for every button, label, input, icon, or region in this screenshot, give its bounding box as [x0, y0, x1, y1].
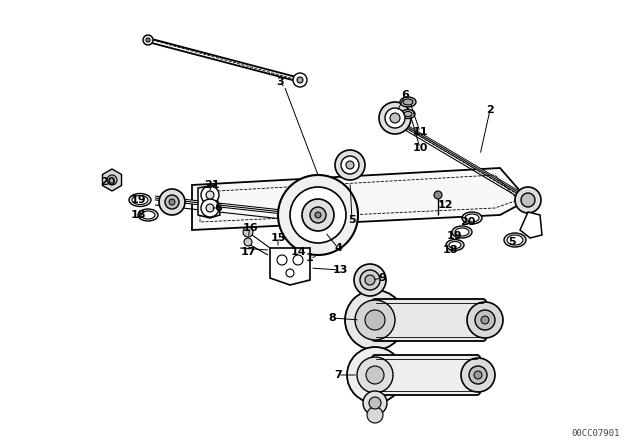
Text: 9: 9 [378, 273, 386, 283]
Ellipse shape [465, 214, 479, 222]
Text: 12: 12 [437, 200, 452, 210]
Text: 21: 21 [204, 180, 220, 190]
Circle shape [346, 161, 354, 169]
Circle shape [302, 199, 334, 231]
Circle shape [347, 347, 403, 403]
Text: 1: 1 [306, 253, 314, 263]
Text: 5: 5 [508, 237, 516, 247]
Circle shape [467, 302, 503, 338]
Circle shape [481, 316, 489, 324]
Circle shape [201, 186, 219, 204]
Ellipse shape [507, 235, 523, 245]
Circle shape [365, 310, 385, 330]
Text: 6: 6 [401, 90, 409, 100]
Circle shape [159, 189, 185, 215]
Circle shape [379, 102, 411, 134]
Ellipse shape [141, 211, 155, 219]
Ellipse shape [403, 99, 413, 105]
Circle shape [310, 207, 326, 223]
Text: 00CC07901: 00CC07901 [572, 429, 620, 438]
Ellipse shape [452, 226, 472, 238]
Circle shape [360, 270, 380, 290]
Circle shape [366, 366, 384, 384]
Text: 2: 2 [486, 105, 494, 115]
Circle shape [143, 35, 153, 45]
Circle shape [521, 193, 535, 207]
Text: 10: 10 [412, 143, 428, 153]
Ellipse shape [138, 209, 158, 221]
Circle shape [363, 391, 387, 415]
Circle shape [169, 199, 175, 205]
Circle shape [315, 212, 321, 218]
Circle shape [345, 290, 405, 350]
Text: 19: 19 [447, 231, 463, 241]
Circle shape [475, 310, 495, 330]
Circle shape [243, 227, 253, 237]
Circle shape [515, 187, 541, 213]
Ellipse shape [400, 97, 416, 107]
Text: 7: 7 [334, 370, 342, 380]
Text: 20: 20 [460, 217, 476, 227]
Text: 8: 8 [328, 313, 336, 323]
FancyBboxPatch shape [372, 355, 480, 395]
Ellipse shape [455, 228, 469, 236]
Circle shape [107, 175, 117, 185]
Text: 18: 18 [131, 210, 146, 220]
Circle shape [357, 357, 393, 393]
Ellipse shape [504, 233, 526, 247]
Text: 6: 6 [214, 203, 222, 213]
Circle shape [286, 269, 294, 277]
Text: 14: 14 [290, 247, 306, 257]
Circle shape [293, 255, 303, 265]
Circle shape [297, 77, 303, 83]
Ellipse shape [132, 195, 148, 204]
Ellipse shape [462, 212, 482, 224]
Circle shape [277, 255, 287, 265]
Text: 13: 13 [332, 265, 348, 275]
Circle shape [385, 108, 405, 128]
Circle shape [354, 264, 386, 296]
Circle shape [165, 195, 179, 209]
Text: 4: 4 [334, 243, 342, 253]
Text: 16: 16 [242, 223, 258, 233]
Text: 15: 15 [270, 233, 285, 243]
Text: 19: 19 [130, 195, 146, 205]
Circle shape [290, 187, 346, 243]
Text: 11: 11 [412, 127, 428, 137]
Circle shape [365, 275, 375, 285]
Polygon shape [102, 169, 122, 191]
Circle shape [146, 38, 150, 42]
Ellipse shape [449, 241, 461, 249]
Circle shape [390, 113, 400, 123]
Polygon shape [270, 248, 310, 285]
Circle shape [335, 150, 365, 180]
Circle shape [341, 156, 359, 174]
Polygon shape [520, 212, 542, 238]
Text: 20: 20 [100, 177, 116, 187]
Text: 3: 3 [276, 77, 284, 87]
Polygon shape [198, 185, 220, 218]
Circle shape [293, 73, 307, 87]
Circle shape [461, 358, 495, 392]
Polygon shape [192, 168, 528, 230]
Circle shape [244, 238, 252, 246]
FancyBboxPatch shape [372, 299, 486, 341]
Circle shape [469, 366, 487, 384]
Text: 18: 18 [442, 245, 458, 255]
Circle shape [201, 199, 219, 217]
Circle shape [369, 397, 381, 409]
Circle shape [434, 191, 442, 199]
Circle shape [206, 191, 214, 199]
Ellipse shape [401, 109, 415, 119]
Ellipse shape [446, 240, 464, 250]
Text: 17: 17 [240, 247, 256, 257]
Circle shape [278, 175, 358, 255]
Ellipse shape [404, 112, 412, 116]
Ellipse shape [129, 194, 151, 207]
Circle shape [474, 371, 482, 379]
Circle shape [355, 300, 395, 340]
Circle shape [206, 204, 214, 212]
Text: 5: 5 [348, 215, 356, 225]
Circle shape [367, 407, 383, 423]
